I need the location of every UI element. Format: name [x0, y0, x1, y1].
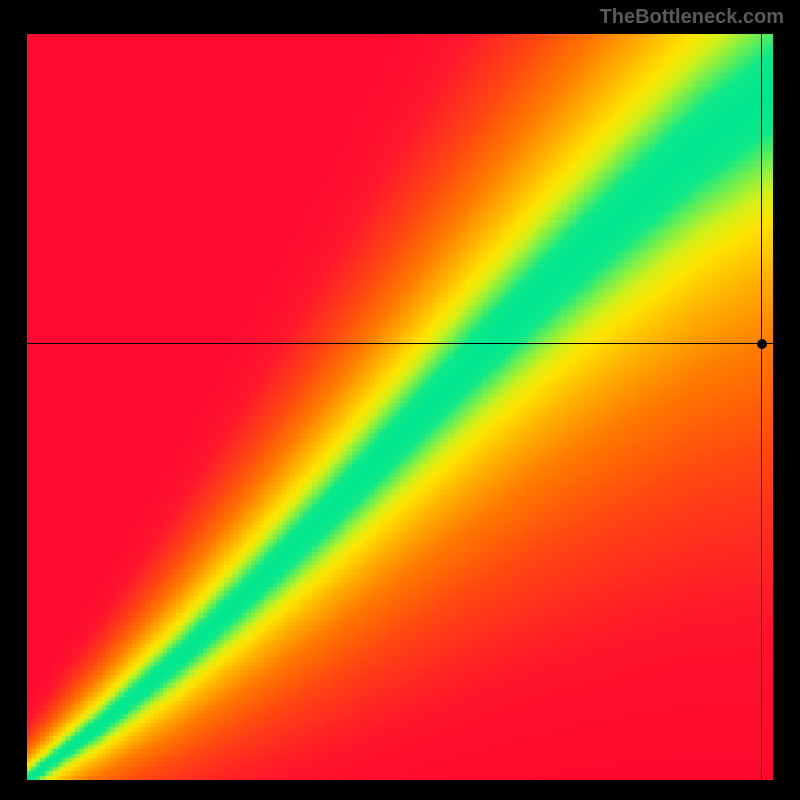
chart-container: TheBottleneck.com: [0, 0, 800, 800]
heatmap-canvas: [27, 34, 773, 780]
watermark-text: TheBottleneck.com: [600, 6, 784, 29]
crosshair-marker: [757, 339, 767, 349]
crosshair-vertical: [761, 34, 762, 780]
crosshair-horizontal: [27, 343, 773, 344]
plot-area: [27, 34, 773, 780]
